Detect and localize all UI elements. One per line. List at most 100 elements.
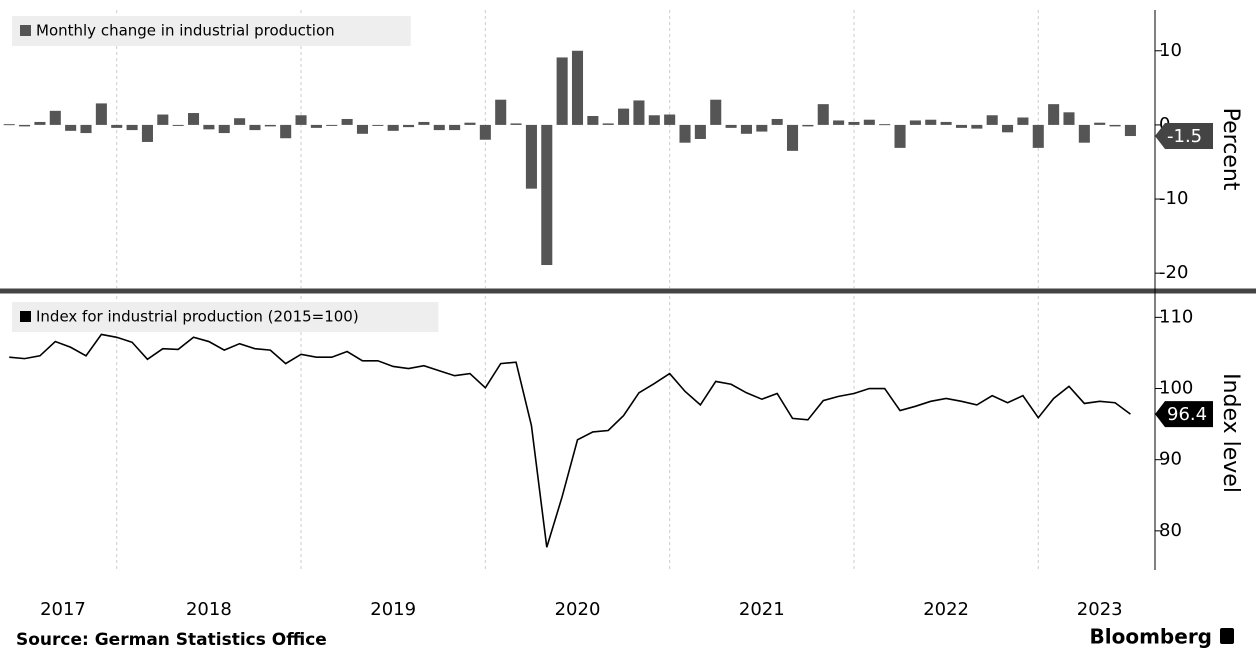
legend-swatch [20,311,31,322]
bar [356,124,369,134]
bar [648,115,660,125]
bar [510,123,522,125]
bar [556,57,568,125]
bar [310,124,322,128]
bar [295,115,307,125]
legend: Index for industrial production (2015=10… [12,302,439,332]
last-value-badge [1155,123,1213,150]
bar [464,122,476,125]
bar [971,124,983,129]
bar [19,124,31,127]
y-axis-label: Percent [1218,108,1243,191]
bar [771,118,783,125]
legend: Monthly change in industrial production [12,16,411,46]
bar [3,124,15,126]
bar [1032,124,1044,148]
brand-icon [1220,628,1234,644]
y-tick-label: 80 [1159,520,1182,541]
bar [740,124,752,134]
x-tick-label: 2019 [370,599,416,620]
last-value-label: -1.5 [1167,126,1202,147]
bar [986,115,998,125]
bar [479,124,491,140]
legend-box [12,16,411,46]
bar [1124,124,1136,137]
bar [49,110,61,125]
bar [725,124,737,128]
bar [940,121,952,125]
bar [955,124,968,128]
bar [833,120,845,125]
bar [264,124,276,127]
bar [817,104,829,125]
source: Source: German Statistics Office [16,630,327,650]
bar [1094,122,1106,125]
bar [495,99,507,125]
bar [710,99,722,125]
bar [187,113,200,125]
bar [218,124,230,134]
line [9,333,1131,548]
bar [1063,112,1075,125]
bar [694,124,706,139]
bar [95,103,107,125]
bar [172,124,184,126]
bar [633,100,645,125]
bar [786,124,799,151]
bar [1109,124,1121,127]
bar [894,124,906,148]
bar [756,124,768,132]
y-tick-label: -20 [1159,262,1188,283]
brand: Bloomberg [1090,625,1212,649]
bar [525,124,537,189]
legend-box [12,302,439,332]
x-tick-label: 2023 [1077,599,1123,620]
legend-label: Monthly change in industrial production [36,22,335,40]
bar [280,124,292,139]
bar [433,124,445,131]
x-tick-label: 2017 [40,599,86,620]
bar [802,124,814,127]
bar [863,119,875,125]
x-tick-label: 2022 [923,599,969,620]
bar [34,121,46,125]
bar [403,124,415,128]
bar [203,124,215,130]
y-tick-label: 90 [1159,449,1182,470]
bar [1078,124,1090,143]
y-tick-label: 10 [1159,40,1182,61]
bar [65,124,77,131]
y-tick-label: 110 [1159,306,1193,327]
bar [326,124,338,126]
bar [618,108,630,125]
x-tick-label: 2021 [739,599,785,620]
x-tick-label: 2018 [186,599,232,620]
bar [157,114,169,125]
legend-label: Index for industrial production (2015=10… [36,308,359,326]
bar [679,124,691,143]
bar [126,124,138,131]
bar [141,124,153,142]
bar [249,124,261,131]
bar [541,124,553,266]
bar [571,50,584,125]
bar [234,118,246,125]
bar [925,119,937,125]
bar [664,114,676,125]
bar [111,124,123,128]
bar [1017,117,1029,125]
y-tick-label: -10 [1159,188,1188,209]
x-tick-label: 2020 [555,599,601,620]
y-tick-label: 100 [1159,378,1193,399]
bar [449,124,461,131]
bar [372,124,384,126]
y-axis-label: Index level [1218,373,1243,493]
bar [80,124,92,134]
last-value-label: 96.4 [1167,404,1207,425]
bar [879,124,891,126]
last-value-badge [1155,401,1213,428]
bar [387,124,399,131]
bar [1048,104,1060,125]
bar [341,118,353,125]
